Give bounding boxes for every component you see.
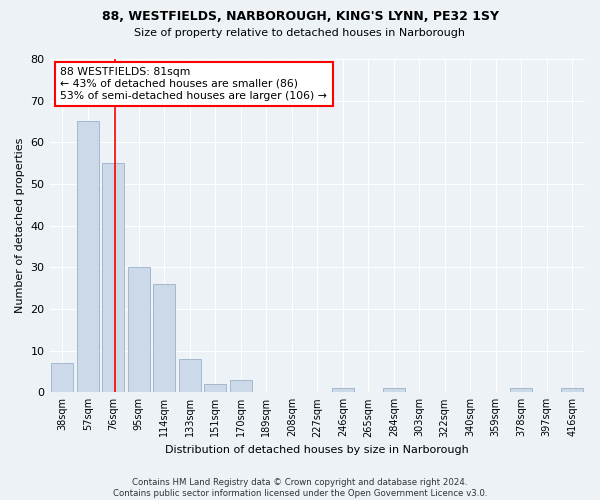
Bar (52, 363, 73, 392)
Bar (179, 359, 200, 392)
Bar (205, 384, 226, 392)
Bar (103, 163, 124, 392)
Bar (230, 380, 251, 392)
Bar (128, 268, 149, 392)
Bar (332, 388, 353, 392)
Bar (562, 388, 583, 392)
Bar (511, 388, 532, 392)
Y-axis label: Number of detached properties: Number of detached properties (15, 138, 25, 314)
Bar (77, 122, 98, 392)
Bar (154, 284, 175, 393)
Text: Contains HM Land Registry data © Crown copyright and database right 2024.
Contai: Contains HM Land Registry data © Crown c… (113, 478, 487, 498)
X-axis label: Distribution of detached houses by size in Narborough: Distribution of detached houses by size … (166, 445, 469, 455)
Text: 88 WESTFIELDS: 81sqm
← 43% of detached houses are smaller (86)
53% of semi-detac: 88 WESTFIELDS: 81sqm ← 43% of detached h… (60, 68, 327, 100)
Text: Size of property relative to detached houses in Narborough: Size of property relative to detached ho… (134, 28, 466, 38)
Bar (383, 388, 404, 392)
Text: 88, WESTFIELDS, NARBOROUGH, KING'S LYNN, PE32 1SY: 88, WESTFIELDS, NARBOROUGH, KING'S LYNN,… (101, 10, 499, 23)
